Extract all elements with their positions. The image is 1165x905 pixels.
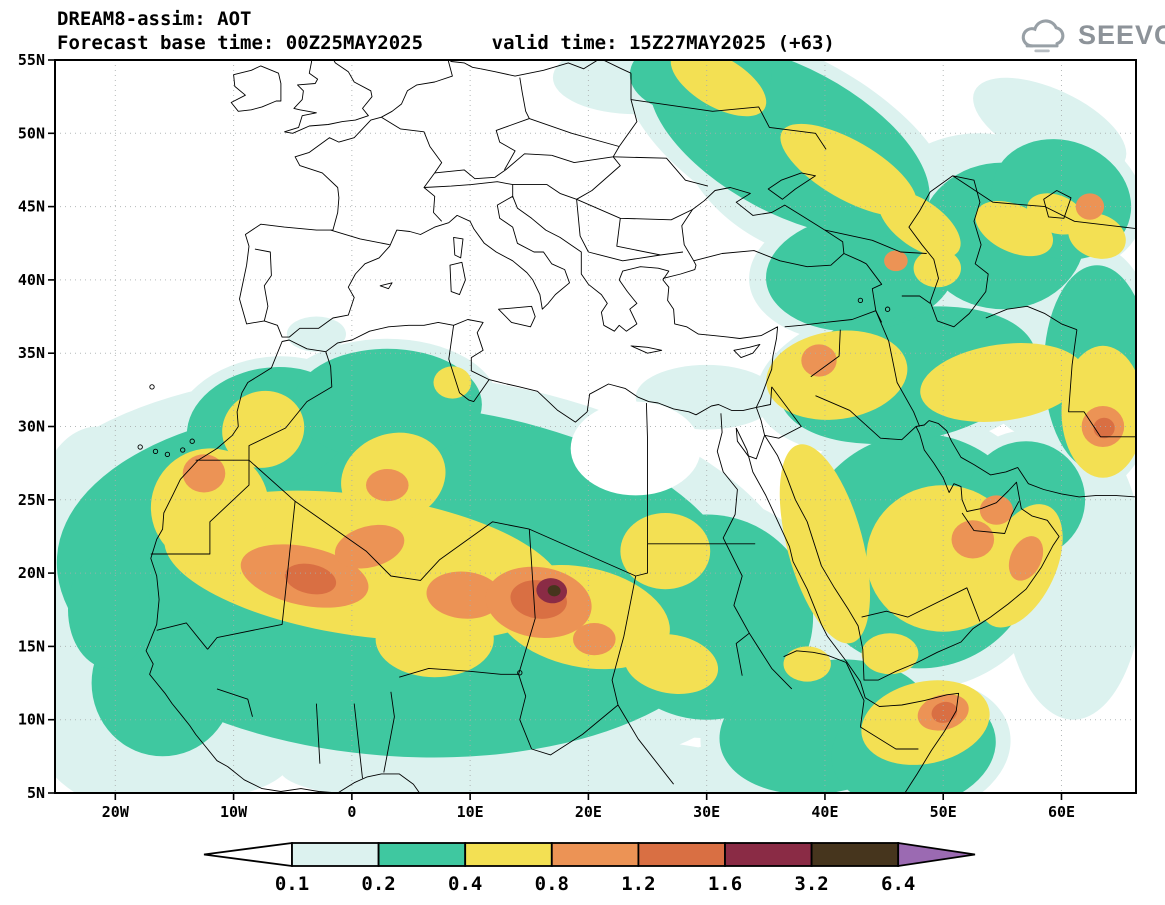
- cloud-icon: [1021, 19, 1065, 53]
- colorbar-segment: [724, 842, 813, 867]
- lon-tick-label: 60E: [1048, 803, 1075, 821]
- lat-tick-label: 15N: [18, 637, 45, 655]
- colorbar-label: 0.2: [361, 873, 395, 895]
- axis-labels: 55N 50N 45N 40N 35N 30N 25N 20N 15N 10N 5N 20W 10W 0 1…: [18, 51, 1075, 821]
- colorbar-label: 0.1: [275, 873, 309, 895]
- colorbar-right-arrow: [897, 841, 976, 868]
- colorbar-segment: [464, 842, 553, 867]
- lat-tick-label: 45N: [18, 198, 45, 216]
- seevccc-logo: SEEVCCC: [1014, 16, 1165, 54]
- plot-title: DREAM8-assim: AOT: [57, 8, 252, 30]
- axis-ticks: [48, 59, 1063, 800]
- lat-tick-label: 10N: [18, 711, 45, 729]
- lat-tick-label: 40N: [18, 271, 45, 289]
- colorbar-left-arrow: [203, 841, 293, 868]
- lon-tick-label: 10W: [220, 803, 248, 821]
- lat-tick-label: 5N: [27, 784, 45, 802]
- lon-tick-label: 40E: [811, 803, 838, 821]
- colorbar-label: 3.2: [794, 873, 828, 895]
- lat-tick-label: 20N: [18, 564, 45, 582]
- lon-tick-label: 20W: [102, 803, 130, 821]
- colorbar-label: 0.8: [535, 873, 569, 895]
- lon-tick-label: 10E: [457, 803, 484, 821]
- colorbar-segment: [550, 842, 640, 867]
- colorbar-label: 6.4: [881, 873, 915, 895]
- lat-tick-label: 35N: [18, 344, 45, 362]
- colorbar-segment: [637, 842, 726, 867]
- aot-field: [55, 60, 1136, 793]
- logo-text: SEEVCCC: [1078, 19, 1165, 50]
- colorbar-segment: [377, 842, 467, 867]
- colorbar-label: 1.2: [621, 873, 655, 895]
- colorbar-segment: [810, 842, 900, 867]
- lon-tick-label: 0: [347, 803, 356, 821]
- colorbar-label: 0.4: [448, 873, 482, 895]
- lon-tick-label: 20E: [575, 803, 602, 821]
- lat-tick-label: 55N: [18, 51, 45, 69]
- colorbar: 0.1 0.2 0.4 0.8 1.2 1.6 3.2 6.4: [203, 841, 976, 895]
- colorbar-label: 1.6: [708, 873, 742, 895]
- plot-subtitle: Forecast base time: 00Z25MAY2025 valid t…: [57, 32, 835, 54]
- coastlines-and-borders: [137, 60, 1136, 793]
- lon-tick-label: 50E: [930, 803, 957, 821]
- lon-tick-label: 30E: [693, 803, 720, 821]
- colorbar-segment: [291, 842, 380, 867]
- graticule: [55, 60, 1136, 793]
- lat-tick-label: 30N: [18, 418, 45, 436]
- lat-tick-label: 50N: [18, 124, 45, 142]
- lat-tick-label: 25N: [18, 491, 45, 509]
